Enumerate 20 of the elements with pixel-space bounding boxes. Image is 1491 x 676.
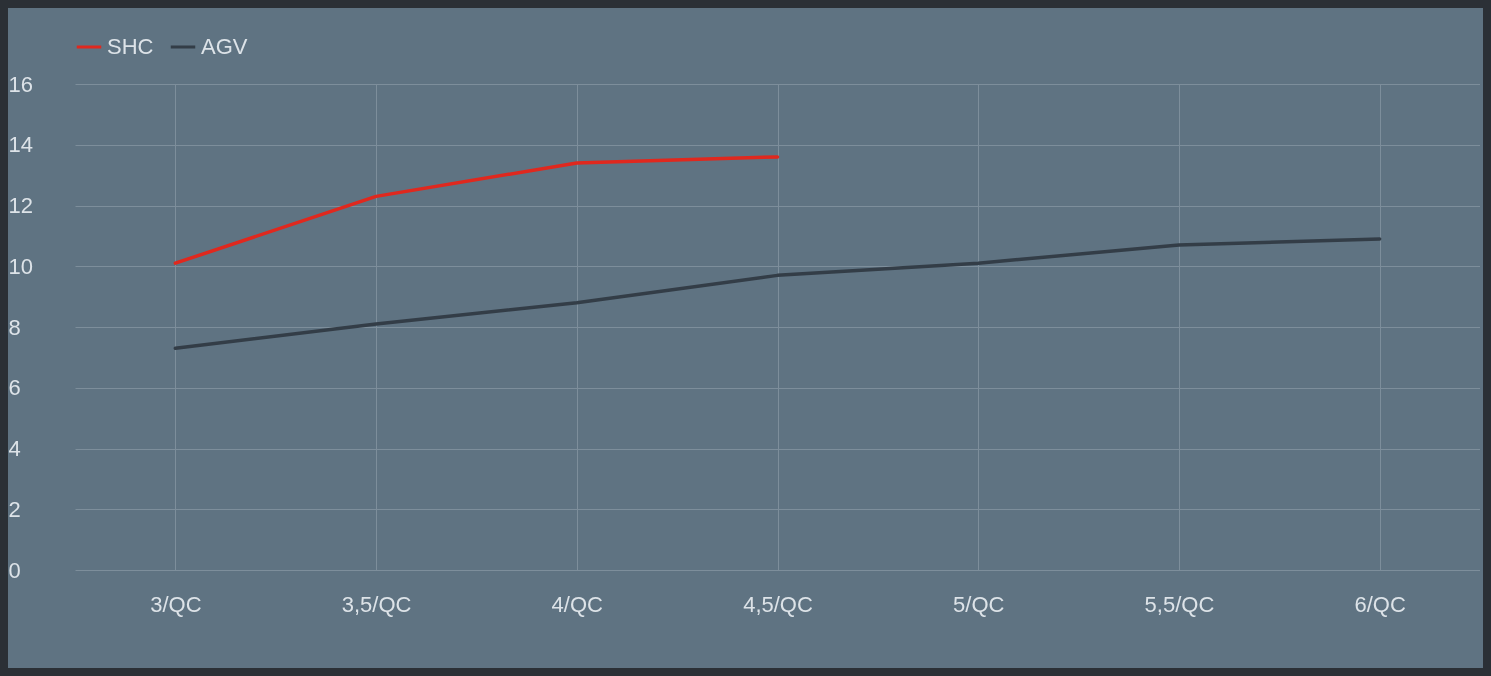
y-tick-label: 14 (8, 132, 33, 158)
legend-label: AGV (201, 34, 248, 59)
x-tick-label: 5/QC (953, 591, 1005, 617)
y-tick-label: 6 (8, 375, 21, 401)
y-tick-label: 10 (8, 253, 33, 279)
y-tick-label: 16 (8, 71, 33, 97)
x-tick-label: 4,5/QC (743, 591, 813, 617)
line-series (173, 237, 1382, 351)
y-tick-label: 12 (8, 193, 33, 218)
legend-label: SHC (107, 34, 154, 59)
x-tick-label: 3/QC (150, 591, 202, 617)
x-tick-label: 5,5/QC (1144, 591, 1215, 617)
y-tick-label: 4 (8, 436, 21, 461)
line-series (173, 155, 780, 265)
y-tick-label: 8 (8, 314, 21, 340)
x-tick-label: 6/QC (1354, 591, 1406, 617)
y-tick-label: 0 (8, 557, 21, 583)
x-tick-label: 4/QC (551, 591, 604, 617)
y-tick-label: 2 (8, 496, 21, 522)
x-tick-label: 3,5/QC (341, 591, 412, 617)
